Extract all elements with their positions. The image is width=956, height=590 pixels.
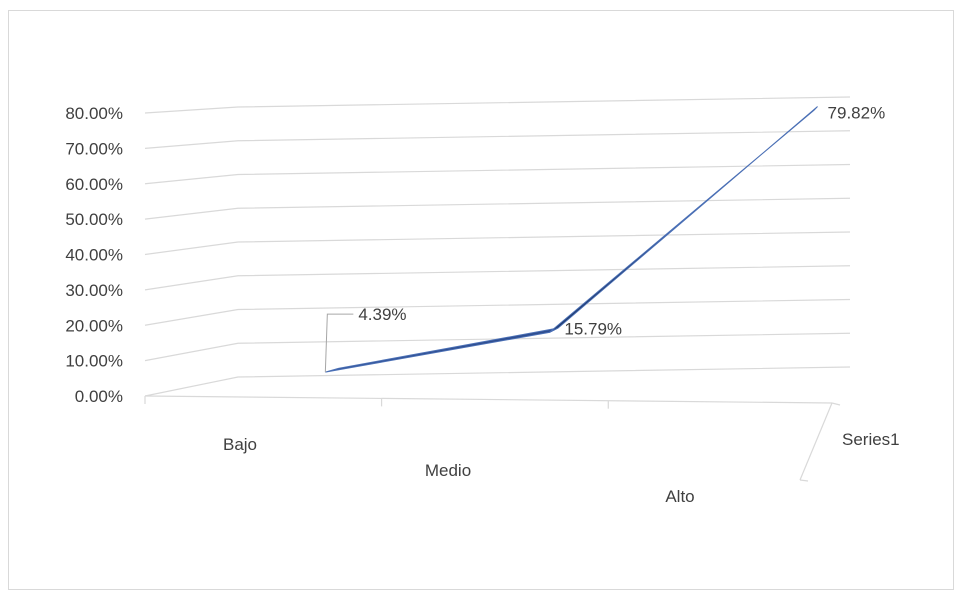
depth-axis-line — [799, 402, 833, 481]
depth-tick — [831, 402, 841, 406]
y-tick-label: 10.00% — [65, 352, 123, 371]
depth-axis-label: Series1 — [842, 430, 900, 449]
y-axis-ticks: 0.00% 10.00% 20.00% 30.00% 40.00% 50.00% 60.00… — [65, 104, 123, 406]
x-axis-categories: Bajo Medio Alto — [223, 435, 695, 506]
gridline — [144, 231, 851, 256]
data-label: 4.39% — [358, 305, 406, 324]
y-tick-label: 20.00% — [65, 316, 123, 335]
y-tick-label: 40.00% — [65, 246, 123, 265]
x-category-label: Bajo — [223, 435, 257, 454]
gridline — [144, 96, 851, 114]
y-tick-label: 80.00% — [65, 104, 123, 123]
gridline — [144, 332, 851, 362]
depth-axis: Series1 — [842, 430, 900, 449]
leader-line — [324, 313, 354, 373]
gridline — [144, 366, 851, 397]
y-tick-label: 0.00% — [75, 387, 123, 406]
gridline — [144, 265, 851, 291]
y-tick-label: 70.00% — [65, 139, 123, 158]
series-segment — [325, 327, 559, 373]
x-category-label: Medio — [425, 461, 471, 480]
gridlines — [144, 96, 851, 397]
chart-walls — [144, 395, 841, 482]
gridline — [144, 298, 851, 326]
x-axis-line — [144, 395, 833, 404]
gridline — [144, 163, 851, 185]
gridline — [144, 130, 851, 149]
data-label: 15.79% — [564, 319, 622, 338]
data-label: 79.82% — [828, 104, 886, 123]
y-tick-label: 60.00% — [65, 175, 123, 194]
x-category-label: Alto — [665, 487, 694, 506]
y-tick-label: 50.00% — [65, 210, 123, 229]
chart-3d-line: 0.00% 10.00% 20.00% 30.00% 40.00% 50.00% 60.00… — [65, 96, 900, 506]
series-ribbon — [325, 106, 818, 373]
series-segment — [549, 106, 818, 333]
y-tick-label: 30.00% — [65, 281, 123, 300]
depth-tick — [799, 479, 809, 482]
gridline — [144, 197, 851, 220]
data-labels: 4.39% 15.79% 79.82% — [324, 104, 886, 373]
